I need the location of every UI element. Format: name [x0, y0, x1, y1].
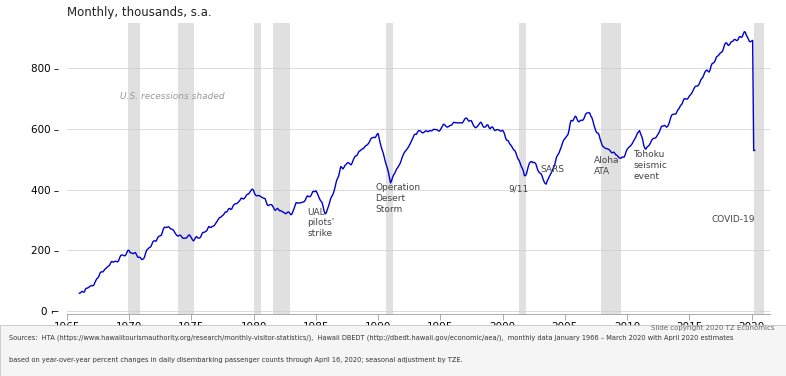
Bar: [254, 23, 261, 314]
Text: Slide copyright 2020 TZ Economics: Slide copyright 2020 TZ Economics: [651, 325, 774, 331]
FancyBboxPatch shape: [0, 325, 786, 376]
Text: Tohoku
seismic
event: Tohoku seismic event: [634, 150, 667, 180]
Bar: [519, 23, 527, 314]
Text: COVID-19: COVID-19: [712, 215, 755, 224]
Text: UAL
pilots'
strike: UAL pilots' strike: [307, 208, 334, 238]
Text: based on year-over-year percent changes in daily disembarking passenger counts t: based on year-over-year percent changes …: [9, 357, 463, 363]
Text: Monthly, thousands, s.a.: Monthly, thousands, s.a.: [67, 6, 211, 19]
Text: Aloha
ATA: Aloha ATA: [593, 156, 619, 176]
Text: Operation
Desert
Storm: Operation Desert Storm: [376, 183, 421, 214]
Text: U.S. recessions shaded: U.S. recessions shaded: [120, 92, 225, 102]
Bar: [274, 23, 290, 314]
Bar: [178, 23, 194, 314]
Bar: [601, 23, 621, 314]
Bar: [754, 23, 764, 314]
Text: 9/11: 9/11: [509, 185, 529, 194]
Text: SARS: SARS: [540, 165, 564, 174]
Text: Sources:  HTA (https://www.hawaiitourismauthority.org/research/monthly-visitor-s: Sources: HTA (https://www.hawaiitourisma…: [9, 334, 734, 341]
Bar: [386, 23, 393, 314]
Bar: [128, 23, 140, 314]
